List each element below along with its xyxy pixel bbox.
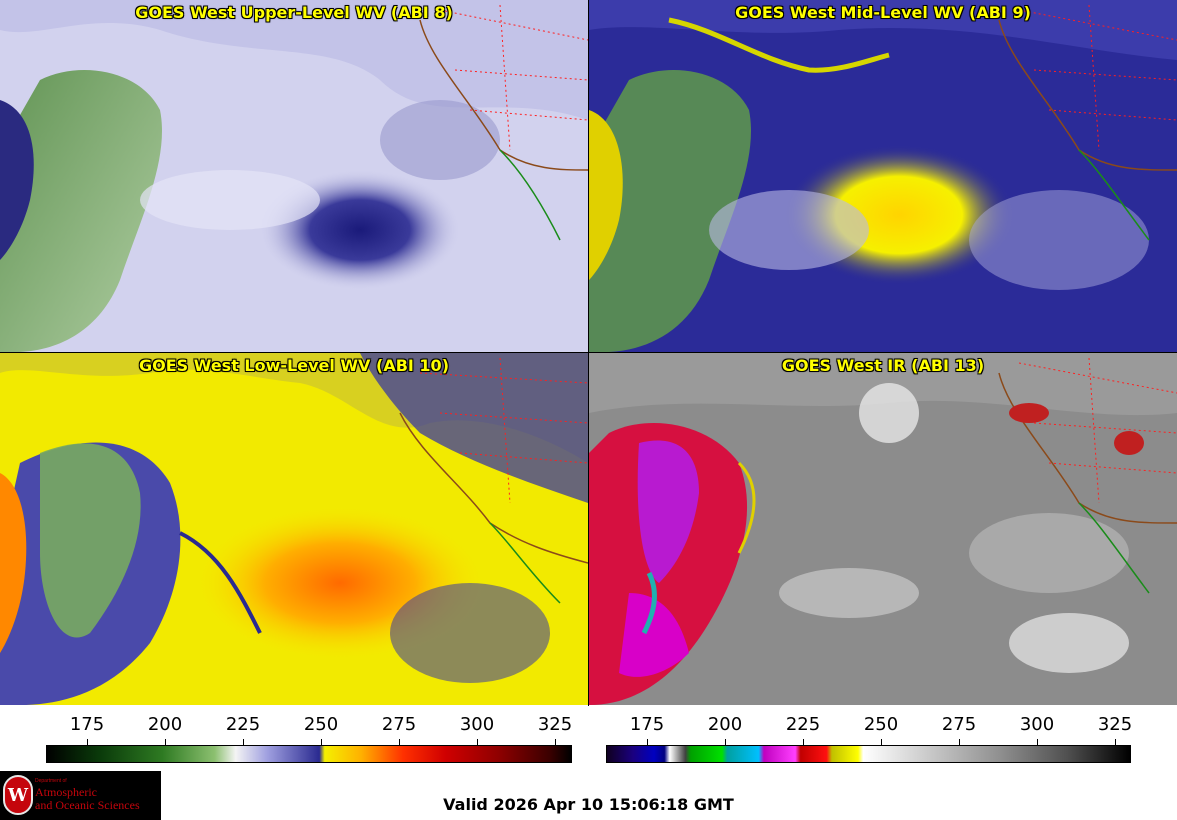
logo-line2: and Oceanic Sciences	[35, 798, 140, 812]
ir-tick-mark	[1115, 739, 1116, 745]
panel-divider-horizontal	[0, 352, 1177, 353]
ir-tick-mark	[647, 739, 648, 745]
upper-level-wv-panel: GOES West Upper-Level WV (ABI 8)	[0, 0, 588, 352]
wv-tick-label: 250	[303, 714, 339, 735]
uw-seal-icon: W	[3, 775, 33, 815]
mid-level-wv-panel: GOES West Mid-Level WV (ABI 9)	[589, 0, 1177, 352]
mid-level-wv-image	[589, 0, 1177, 352]
wv-tick-mark	[477, 739, 478, 745]
ir-panel: GOES West IR (ABI 13)	[589, 353, 1177, 705]
panel-title: GOES West IR (ABI 13)	[781, 356, 985, 375]
ir-tick-label: 225	[785, 714, 821, 735]
ir-tick-mark	[803, 739, 804, 745]
wv-tick-mark	[321, 739, 322, 745]
ir-tick-mark	[959, 739, 960, 745]
ir-tick-mark	[881, 739, 882, 745]
logo-department: Department of	[35, 778, 67, 784]
ir-tick-label: 200	[707, 714, 743, 735]
aos-logo: W Department of Atmospheric and Oceanic …	[0, 771, 161, 820]
wv-tick-mark	[555, 739, 556, 745]
ir-tick-mark	[725, 739, 726, 745]
wv-tick-mark	[399, 739, 400, 745]
panel-divider-vertical	[588, 0, 589, 706]
ir-tick-label: 250	[863, 714, 899, 735]
panel-title: GOES West Mid-Level WV (ABI 9)	[735, 3, 1031, 22]
wv-tick-label: 225	[225, 714, 261, 735]
ir-tick-label: 300	[1019, 714, 1055, 735]
wv-tick-mark	[165, 739, 166, 745]
logo-line1: Atmospheric	[35, 785, 97, 799]
wv-tick-label: 275	[381, 714, 417, 735]
ir-tick-label: 325	[1097, 714, 1133, 735]
ir-image	[589, 353, 1177, 705]
wv-color-scale	[46, 745, 572, 763]
wv-tick-label: 175	[69, 714, 105, 735]
wv-tick-mark	[243, 739, 244, 745]
panel-title: GOES West Upper-Level WV (ABI 8)	[135, 3, 453, 22]
wv-tick-label: 300	[459, 714, 495, 735]
ir-colorbar: 175 200 225 250 275 300 325	[589, 706, 1177, 768]
ir-tick-mark	[1037, 739, 1038, 745]
panel-title: GOES West Low-Level WV (ABI 10)	[138, 356, 449, 375]
low-level-wv-panel: GOES West Low-Level WV (ABI 10)	[0, 353, 588, 705]
valid-time: Valid 2026 Apr 10 15:06:18 GMT	[443, 795, 734, 814]
wv-tick-mark	[87, 739, 88, 745]
wv-tick-label: 200	[147, 714, 183, 735]
ir-color-scale	[606, 745, 1131, 763]
ir-tick-label: 275	[941, 714, 977, 735]
wv-tick-label: 325	[537, 714, 573, 735]
ir-tick-label: 175	[629, 714, 665, 735]
wv-colorbar: 175 200 225 250 275 300 325	[0, 706, 588, 768]
upper-level-wv-image	[0, 0, 588, 352]
low-level-wv-image	[0, 353, 588, 705]
